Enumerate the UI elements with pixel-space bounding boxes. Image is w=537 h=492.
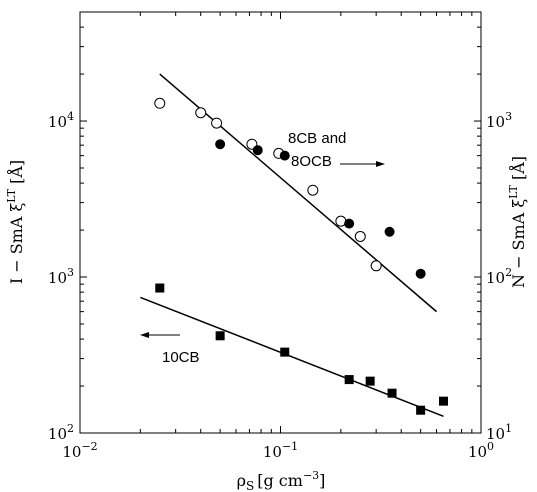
plot-frame	[79, 11, 482, 434]
y-tick-label-left: 103	[48, 266, 74, 287]
annotation-10cb: 10CB	[162, 349, 200, 366]
y-axis-label-left: I − SmA ξLT [Å]	[5, 160, 26, 284]
data-point-square	[215, 331, 225, 341]
y-tick-label-right: 101	[486, 422, 512, 443]
data-point-square	[365, 376, 375, 386]
data-points	[154, 97, 448, 415]
x-tick-label: 10−1	[263, 440, 298, 461]
data-point-filled-circle	[344, 218, 355, 229]
tick-labels: 10−2 10−1 100 102 103 104 101 102 103	[48, 110, 512, 461]
data-point-open-circle	[307, 184, 319, 196]
data-point-open-circle	[354, 230, 366, 242]
data-point-filled-circle	[279, 150, 290, 161]
x-tick-label: 10−2	[62, 440, 97, 461]
y-axis-label-right-main: N − SmA ξ	[509, 199, 528, 288]
data-point-open-circle	[195, 107, 207, 119]
x-axis-label-exp: −3	[303, 469, 319, 482]
annotation-8cb-line1: 8CB and	[288, 130, 346, 147]
x-axis-label-unit: [g cm	[257, 471, 303, 490]
data-point-open-circle	[370, 260, 382, 272]
data-point-square	[438, 396, 448, 406]
annotation-8cb-line2: 8OCB	[291, 153, 332, 170]
data-point-open-circle	[211, 117, 223, 129]
y-axis-label-left-main: I − SmA ξ	[7, 203, 26, 285]
x-axis-label-base: ρ	[237, 471, 246, 490]
data-point-filled-circle	[252, 145, 263, 156]
data-point-square	[155, 283, 165, 293]
x-axis-label: ρS [g cm−3]	[237, 469, 326, 492]
y-tick-label-right: 103	[486, 110, 512, 131]
data-point-filled-circle	[215, 139, 226, 150]
data-point-open-circle	[154, 97, 166, 109]
data-point-square	[344, 375, 354, 385]
y-axis-label-right: N − SmA ξLT [Å]	[507, 156, 528, 288]
data-point-filled-circle	[415, 268, 426, 279]
y-axis-label-right-sup: LT	[507, 184, 520, 198]
data-point-filled-circle	[384, 226, 395, 237]
x-tick-label: 100	[468, 440, 494, 461]
x-axis-label-sub: S	[246, 479, 254, 492]
y-tick-label-left: 102	[48, 422, 74, 443]
y-tick-label-left: 104	[48, 110, 74, 131]
arrow-right-icon	[340, 161, 385, 167]
y-axis-label-left-unit: [Å]	[6, 160, 26, 189]
y-axis-label-left-sup: LT	[5, 188, 18, 202]
data-point-square	[280, 347, 290, 357]
y-tick-label-right: 102	[486, 266, 512, 287]
data-point-square	[416, 405, 426, 415]
x-axis-label-close: ]	[319, 471, 325, 490]
arrow-left-icon	[140, 332, 180, 338]
tick-marks	[79, 11, 482, 434]
data-point-square	[387, 388, 397, 398]
y-axis-label-right-unit: [Å]	[508, 156, 528, 185]
